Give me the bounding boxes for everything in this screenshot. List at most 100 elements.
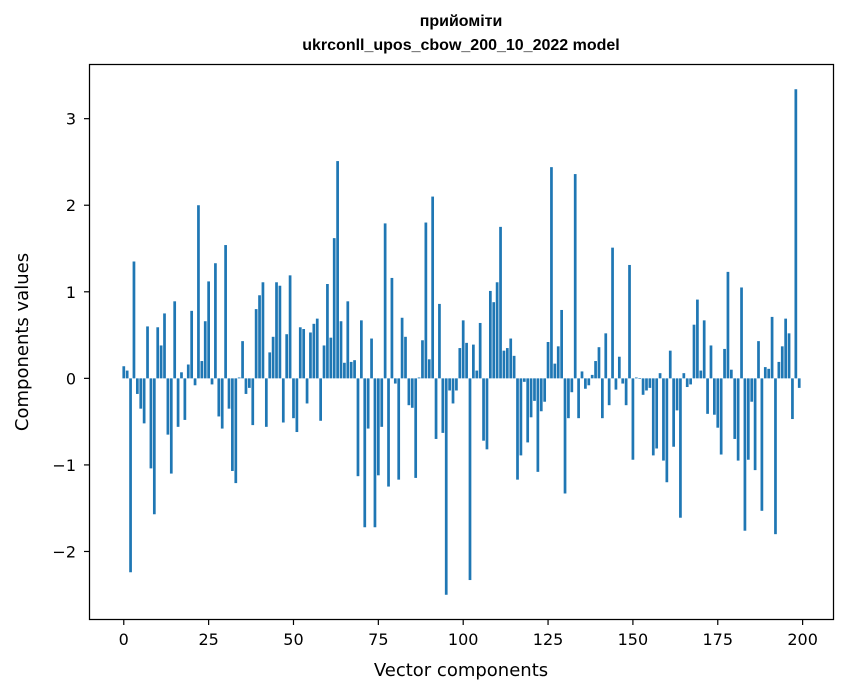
bar — [482, 378, 485, 441]
bar — [763, 367, 767, 379]
bar — [519, 378, 523, 456]
bar — [546, 342, 550, 379]
bar — [472, 344, 475, 379]
bar — [193, 378, 197, 386]
bar — [387, 378, 390, 487]
bar — [777, 361, 781, 379]
y-tick-label: −1 — [52, 456, 76, 475]
bar — [207, 281, 210, 379]
bar — [726, 271, 730, 379]
y-axis-ticks: −2 −1 0 1 2 3 — [52, 110, 90, 561]
bar — [750, 378, 754, 402]
bar — [203, 321, 207, 379]
x-tick-label: 150 — [618, 630, 649, 649]
bar — [360, 320, 363, 379]
bar — [156, 327, 160, 379]
bar — [414, 378, 418, 478]
bar — [424, 222, 428, 379]
bar — [315, 318, 319, 379]
bar — [234, 378, 238, 484]
y-tick-label: 1 — [66, 283, 76, 302]
bar — [275, 282, 278, 379]
bar — [787, 333, 791, 379]
bar — [186, 364, 190, 379]
bar — [757, 341, 760, 379]
bar — [791, 378, 794, 420]
bar — [563, 378, 567, 494]
bar — [465, 342, 468, 379]
bar — [176, 378, 180, 427]
bar — [248, 378, 251, 388]
bar — [740, 287, 743, 379]
bar — [197, 205, 200, 379]
bar — [658, 373, 662, 379]
bar — [716, 378, 720, 428]
bar — [461, 320, 465, 379]
bar — [149, 378, 153, 469]
bar — [702, 320, 706, 379]
x-tick-label: 175 — [702, 630, 733, 649]
bar — [672, 378, 675, 447]
x-tick-label: 0 — [119, 630, 129, 649]
bar — [363, 378, 367, 528]
bar — [516, 378, 519, 480]
bar — [665, 378, 669, 483]
bar — [393, 378, 397, 384]
bar — [135, 378, 139, 394]
bar — [264, 378, 268, 427]
bar — [125, 370, 129, 379]
bar — [373, 378, 377, 528]
bar — [366, 378, 370, 429]
bar — [448, 378, 451, 391]
bar — [641, 378, 645, 395]
bar — [485, 378, 489, 450]
bar — [455, 378, 458, 391]
bar — [648, 378, 652, 388]
bar — [743, 378, 747, 531]
x-tick-label: 200 — [787, 630, 818, 649]
bar — [390, 277, 394, 379]
bar — [210, 378, 214, 385]
bar — [421, 340, 424, 379]
bar — [651, 378, 655, 456]
bar — [699, 370, 703, 379]
x-tick-label: 50 — [283, 630, 303, 649]
bar — [794, 89, 798, 379]
x-axis-label: Vector components — [374, 660, 548, 681]
bar — [217, 378, 221, 417]
bar — [173, 301, 177, 379]
bar — [580, 371, 584, 379]
bar — [332, 238, 336, 379]
bar — [573, 174, 577, 379]
bar — [713, 378, 716, 415]
bar — [261, 282, 265, 379]
y-tick-label: 3 — [66, 110, 76, 129]
bar — [560, 309, 563, 379]
bar — [526, 378, 530, 443]
bar — [706, 378, 709, 414]
bar — [539, 378, 543, 412]
bar — [285, 334, 289, 379]
bar — [251, 378, 255, 426]
bar — [502, 350, 506, 379]
bar — [312, 323, 316, 379]
bar — [736, 378, 740, 461]
bar — [631, 378, 635, 460]
bar — [451, 378, 455, 404]
bar — [584, 378, 587, 389]
bar — [295, 378, 299, 433]
bar — [129, 378, 132, 573]
bar — [353, 360, 356, 379]
bar — [146, 326, 149, 379]
bar — [132, 261, 136, 379]
bar — [407, 378, 411, 406]
bar — [400, 317, 404, 379]
bar — [346, 301, 350, 379]
bar — [478, 322, 482, 379]
bar — [682, 373, 686, 379]
bar — [577, 378, 580, 419]
bar — [278, 285, 282, 379]
bar — [383, 223, 387, 379]
bar — [723, 348, 726, 379]
